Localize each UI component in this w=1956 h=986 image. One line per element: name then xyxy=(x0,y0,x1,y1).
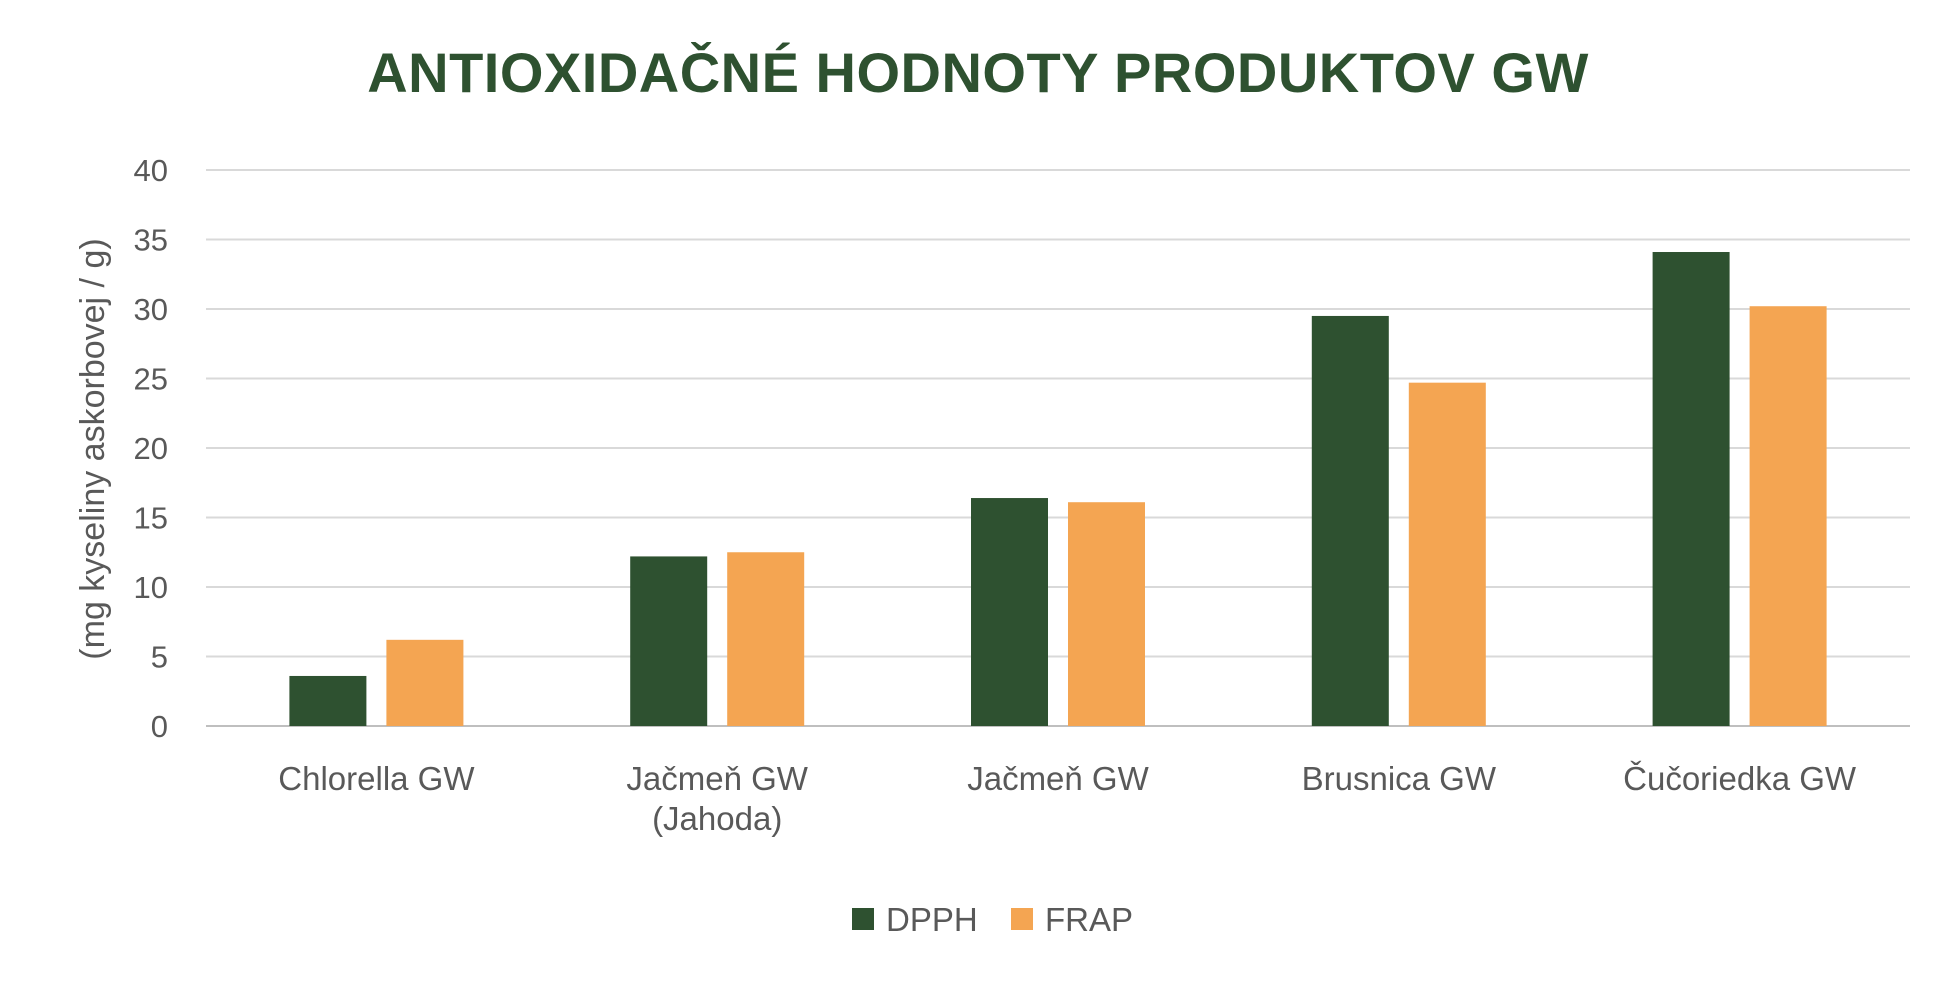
legend: DPPH FRAP xyxy=(852,901,1133,938)
x-category-label: Čučoriedka GW xyxy=(1623,760,1857,797)
bar-dpph xyxy=(1652,252,1730,726)
x-category-label: (Jahoda) xyxy=(652,800,782,837)
x-category-labels: Chlorella GW Jačmeň GW(Jahoda)Jačmeň GW Br… xyxy=(278,760,1857,837)
x-category-label: Jačmeň GW xyxy=(626,760,808,797)
y-tick-label: 35 xyxy=(134,223,168,258)
gridlines xyxy=(206,169,1910,727)
y-tick-label: 5 xyxy=(151,640,168,675)
y-tick-label: 15 xyxy=(134,501,168,536)
bar-frap xyxy=(727,552,805,726)
x-category-label: Jačmeň GW xyxy=(967,760,1149,797)
y-tick-label: 20 xyxy=(134,431,168,466)
bar-frap xyxy=(1749,306,1827,726)
y-tick-label: 0 xyxy=(151,709,168,744)
chart-title: ANTIOXIDAČNÉ HODNOTY PRODUKTOV GW xyxy=(367,41,1589,104)
legend-label-dpph: DPPH xyxy=(886,901,978,938)
y-tick-label: 10 xyxy=(134,570,168,605)
bar-dpph xyxy=(630,556,708,726)
x-category-label: Chlorella GW xyxy=(278,760,475,797)
bar-dpph xyxy=(1311,315,1389,726)
legend-swatch-frap xyxy=(1011,908,1033,930)
legend-label-frap: FRAP xyxy=(1045,901,1133,938)
y-axis-label: (mg kyseliny askorbovej / g) xyxy=(74,238,112,659)
x-category-label: Brusnica GW xyxy=(1302,760,1497,797)
y-tick-label: 40 xyxy=(134,153,168,188)
bar-frap xyxy=(1408,382,1486,726)
bar-frap xyxy=(1068,502,1145,726)
bar-dpph xyxy=(289,675,367,726)
y-tick-labels: 0 5 10 15 20 25 30 35 40 xyxy=(134,153,168,744)
legend-swatch-dpph xyxy=(852,908,874,930)
bars xyxy=(289,252,1827,726)
bar-dpph xyxy=(971,498,1048,726)
y-tick-label: 30 xyxy=(134,292,168,327)
bar-frap xyxy=(386,639,464,726)
y-tick-label: 25 xyxy=(134,362,168,397)
